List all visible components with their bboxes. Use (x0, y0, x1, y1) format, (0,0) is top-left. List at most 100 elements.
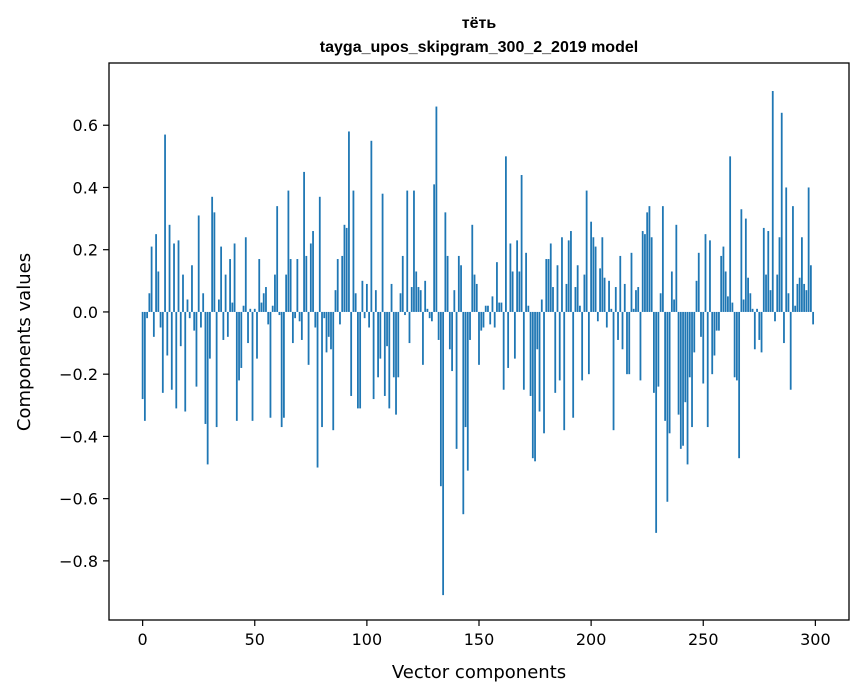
bar (767, 231, 770, 312)
bar (247, 311, 249, 344)
bar (756, 308, 758, 312)
bar (545, 259, 548, 312)
x-tick-label: 250 (688, 630, 719, 649)
bar (473, 274, 476, 312)
bar (498, 302, 501, 312)
bar (648, 206, 651, 312)
bar (769, 290, 772, 312)
chart-subtitle: tayga_upos_skipgram_300_2_2019 model (320, 39, 638, 56)
bar (765, 274, 767, 312)
bar (399, 293, 402, 312)
bar (274, 274, 276, 312)
bar (354, 293, 357, 312)
bar (529, 311, 532, 396)
bar (684, 311, 687, 403)
bar (435, 106, 438, 312)
bar (805, 290, 808, 312)
bar (632, 308, 635, 312)
bar (493, 311, 496, 328)
bar (751, 308, 754, 312)
bar (722, 246, 725, 312)
bar (561, 237, 563, 312)
bar (798, 277, 801, 312)
bar (410, 287, 413, 312)
bar (653, 311, 655, 393)
bar (381, 193, 384, 312)
bar (401, 255, 404, 312)
bar (713, 311, 716, 356)
bar (309, 243, 312, 312)
bar (520, 175, 523, 312)
bar (141, 311, 144, 400)
chart-title: тёть (462, 15, 497, 32)
bar (715, 311, 718, 331)
bar (801, 237, 803, 312)
bar (457, 255, 460, 312)
bar (509, 243, 512, 312)
bar (374, 290, 377, 312)
bar (235, 311, 238, 421)
bar (576, 265, 579, 312)
bar (780, 112, 783, 312)
bar (157, 271, 160, 312)
bar (437, 311, 440, 340)
bar (222, 311, 225, 340)
bar (188, 311, 191, 319)
bar (803, 283, 806, 312)
bar (491, 296, 494, 312)
bar (771, 91, 774, 312)
bar (231, 302, 234, 312)
bar (496, 262, 498, 312)
x-tick-label: 0 (138, 630, 148, 649)
bar (789, 311, 792, 390)
bar (426, 308, 429, 312)
bar (341, 255, 344, 312)
bar (285, 274, 288, 312)
bar (718, 311, 720, 331)
bar (610, 308, 613, 312)
bar (644, 234, 646, 312)
bar (536, 311, 539, 350)
bar (211, 196, 214, 312)
x-tick-label: 100 (352, 630, 383, 649)
bar (258, 259, 261, 312)
bar (599, 268, 601, 312)
bar (173, 243, 175, 312)
bar (422, 311, 424, 365)
bar (471, 224, 474, 312)
bar (390, 283, 393, 312)
bar (316, 311, 319, 468)
bar (617, 311, 619, 340)
bar (379, 311, 382, 359)
bar (475, 283, 478, 312)
bar (487, 305, 489, 312)
bar (563, 311, 566, 431)
bar (516, 240, 519, 312)
bar (442, 311, 445, 596)
bar (466, 311, 469, 471)
bar (668, 311, 671, 434)
bar (776, 274, 779, 312)
bar (675, 224, 678, 312)
bar (661, 206, 664, 312)
bar (287, 190, 290, 312)
bar (794, 305, 797, 312)
bar (361, 280, 364, 312)
bar (583, 274, 586, 312)
bar (444, 212, 447, 312)
bar (623, 283, 626, 312)
bar (278, 311, 281, 316)
bar (567, 240, 570, 312)
bar (695, 280, 698, 312)
bar (677, 311, 680, 415)
bar (655, 311, 658, 533)
bar (628, 311, 631, 375)
bar (143, 311, 146, 421)
bar (554, 311, 557, 393)
bar (590, 221, 593, 312)
bar (507, 311, 510, 368)
bar (614, 287, 617, 312)
bar (812, 311, 815, 325)
bar (646, 212, 649, 312)
bar (184, 311, 187, 412)
